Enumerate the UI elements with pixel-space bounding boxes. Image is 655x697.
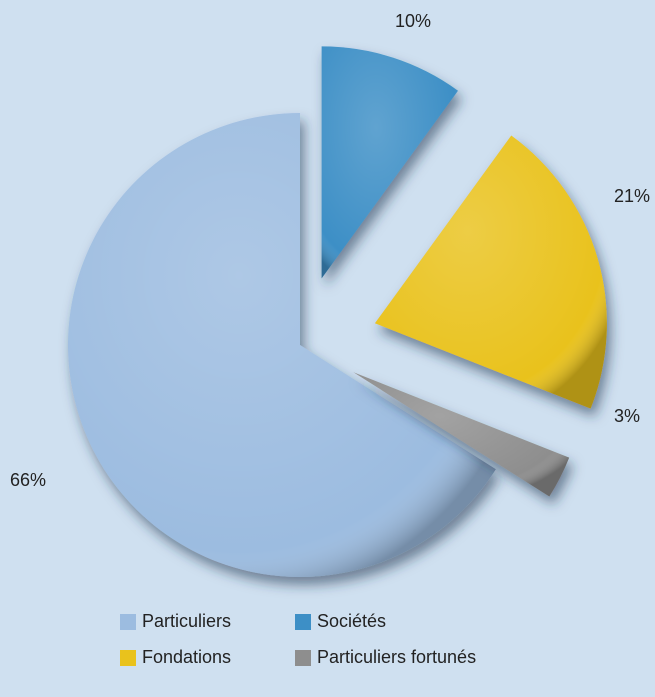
- slice-label: 66%: [10, 470, 46, 490]
- slice-label: 21%: [614, 186, 650, 206]
- legend-swatch: [120, 614, 136, 630]
- legend-label: Particuliers fortunés: [317, 647, 476, 667]
- legend-swatch: [295, 650, 311, 666]
- legend-label: Sociétés: [317, 611, 386, 631]
- legend-swatch: [295, 614, 311, 630]
- slice-label: 10%: [395, 11, 431, 31]
- legend-label: Particuliers: [142, 611, 231, 631]
- legend-swatch: [120, 650, 136, 666]
- slice-label: 3%: [614, 406, 640, 426]
- legend-label: Fondations: [142, 647, 231, 667]
